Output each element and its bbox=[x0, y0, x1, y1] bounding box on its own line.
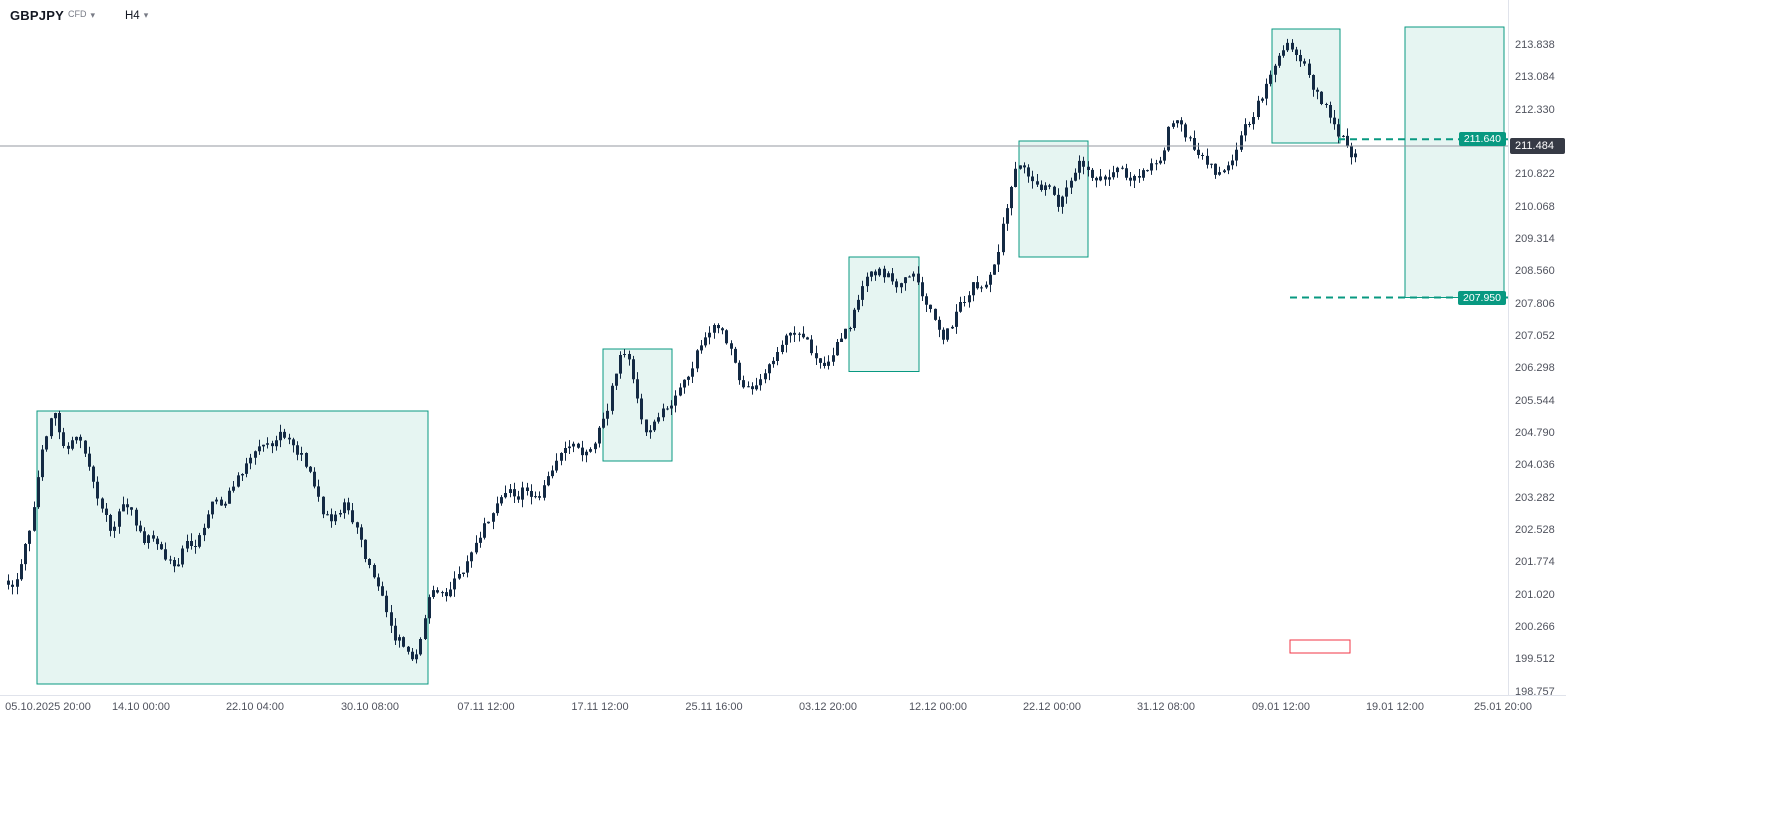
supply-demand-zone[interactable] bbox=[602, 348, 673, 462]
supply-demand-zone[interactable] bbox=[1271, 28, 1341, 144]
time-tick-label: 30.10 08:00 bbox=[340, 701, 400, 713]
symbol-legend: GBPJPY CFD ▾ H4 ▾ bbox=[10, 8, 148, 23]
level-price-badge: 207.950 bbox=[1458, 290, 1506, 305]
time-tick-label: 25.11 16:00 bbox=[685, 701, 743, 713]
price-tick-label: 212.330 bbox=[1515, 103, 1555, 116]
price-tick-label: 202.528 bbox=[1515, 524, 1555, 537]
time-axis[interactable]: 05.10.2025 20:00 14.10 00:00 22.10 04:00 30… bbox=[0, 695, 1566, 719]
time-tick-label: 03.12 20:00 bbox=[798, 701, 858, 713]
time-tick-label: 25.01 20:00 bbox=[1473, 701, 1533, 713]
supply-demand-zone[interactable] bbox=[1018, 140, 1089, 258]
level-price-badge: 211.640 bbox=[1458, 132, 1506, 147]
candle-bodies bbox=[7, 42, 1357, 660]
price-tick-label: 213.084 bbox=[1515, 71, 1555, 84]
price-tick-label: 200.266 bbox=[1515, 621, 1555, 634]
timeframe-button[interactable]: H4 bbox=[124, 9, 140, 22]
price-tick-label: 209.314 bbox=[1515, 233, 1555, 246]
candlestick-chart[interactable] bbox=[0, 0, 1508, 695]
time-tick-label: 19.01 12:00 bbox=[1365, 701, 1425, 713]
price-tick-label: 207.806 bbox=[1515, 297, 1555, 310]
time-tick-label: 12.12 00:00 bbox=[908, 701, 968, 713]
price-tick-label: 203.282 bbox=[1515, 491, 1555, 504]
symbol-dropdown-caret-icon[interactable]: ▾ bbox=[90, 10, 95, 20]
time-tick-label: 31.12 08:00 bbox=[1136, 701, 1196, 713]
price-tick-label: 199.512 bbox=[1515, 653, 1555, 666]
current-price-badge: 211.484 bbox=[1510, 137, 1565, 154]
price-tick-label: 210.068 bbox=[1515, 200, 1555, 213]
red-highlight-box[interactable] bbox=[1289, 639, 1351, 654]
price-axis[interactable]: 213.838 213.084 212.330 210.822 210.068 209.3… bbox=[1508, 0, 1566, 698]
price-tick-label: 198.757 bbox=[1515, 685, 1555, 698]
timeframe-dropdown-caret-icon[interactable]: ▾ bbox=[143, 10, 149, 20]
price-tick-label: 207.052 bbox=[1515, 330, 1555, 343]
time-tick-label: 22.12 00:00 bbox=[1022, 701, 1082, 713]
price-tick-label: 204.790 bbox=[1515, 427, 1555, 440]
time-tick-label: 07.11 12:00 bbox=[457, 701, 515, 713]
time-tick-label: 09.01 12:00 bbox=[1251, 701, 1311, 713]
supply-demand-zone[interactable] bbox=[36, 410, 429, 685]
price-tick-label: 213.838 bbox=[1515, 38, 1555, 51]
price-tick-label: 208.560 bbox=[1515, 265, 1555, 278]
symbol-name[interactable]: GBPJPY bbox=[10, 8, 64, 23]
time-tick-label: 05.10.2025 20:00 bbox=[5, 701, 91, 713]
price-tick-label: 210.822 bbox=[1515, 168, 1555, 181]
price-tick-label: 204.036 bbox=[1515, 459, 1555, 472]
time-tick-label: 14.10 00:00 bbox=[111, 701, 171, 713]
chart-plot-area[interactable]: GBPJPY CFD ▾ H4 ▾ 211.640 207.950 bbox=[0, 0, 1508, 695]
supply-demand-zone[interactable] bbox=[1404, 26, 1505, 299]
price-tick-label: 201.020 bbox=[1515, 588, 1555, 601]
price-tick-label: 205.544 bbox=[1515, 394, 1555, 407]
price-tick-label: 201.774 bbox=[1515, 556, 1555, 569]
instrument-type-label: CFD bbox=[67, 8, 87, 19]
price-tick-label: 206.298 bbox=[1515, 362, 1555, 375]
time-tick-label: 17.11 12:00 bbox=[571, 701, 629, 713]
time-tick-label: 22.10 04:00 bbox=[225, 701, 285, 713]
